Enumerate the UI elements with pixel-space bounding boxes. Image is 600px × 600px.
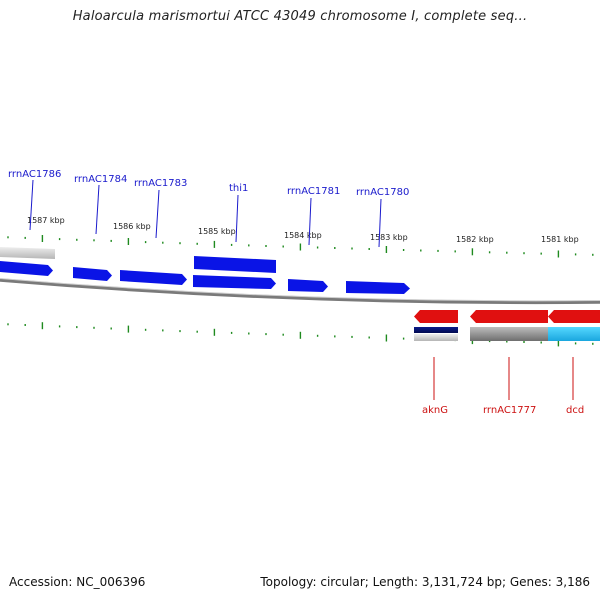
scale-label: 1586 kbp — [113, 222, 151, 231]
reverse-gene-arrow[interactable] — [470, 310, 548, 323]
reverse-gene-block[interactable] — [470, 327, 548, 341]
reverse-genes — [414, 310, 600, 341]
gene-label-rrnAC1784[interactable]: rrnAC1784 — [74, 174, 127, 185]
gene-label-rrnAC1777[interactable]: rrnAC1777 — [483, 405, 536, 416]
map-title: Haloarcula marismortui ATCC 43049 chromo… — [72, 9, 528, 24]
scale-label: 1585 kbp — [198, 227, 236, 236]
reverse-label-lines — [433, 357, 574, 400]
genome-backbone-highlight — [0, 278, 600, 302]
scale-label: 1582 kbp — [456, 235, 494, 244]
accession-text: Accession: NC_006396 — [9, 575, 146, 589]
gene-label-dcd[interactable]: dcd — [566, 405, 584, 416]
reverse-labels: aknG rrnAC1777 dcd — [422, 405, 584, 416]
forward-tick-track — [7, 235, 594, 258]
forward-gene-arrow[interactable] — [346, 281, 410, 294]
reverse-gene-arrow[interactable] — [548, 310, 600, 323]
forward-label-lines — [29, 179, 382, 248]
gene-label-thi1[interactable]: thi1 — [229, 183, 248, 194]
scale-label: 1587 kbp — [27, 216, 65, 225]
forward-gene-arrow[interactable] — [194, 256, 276, 273]
scale-label: 1583 kbp — [370, 233, 408, 242]
reverse-tick-track — [7, 322, 594, 347]
scale-labels: 1587 kbp 1586 kbp 1585 kbp 1584 kbp 1583… — [27, 216, 579, 244]
gene-label-rrnAC1786[interactable]: rrnAC1786 — [8, 169, 61, 180]
forward-gene-arrow[interactable] — [73, 267, 112, 281]
forward-gene-arrow[interactable] — [288, 279, 328, 292]
reverse-gene-block[interactable] — [548, 327, 600, 341]
gene-label-rrnAC1781[interactable]: rrnAC1781 — [287, 186, 340, 197]
forward-labels: rrnAC1786 rrnAC1784 rrnAC1783 thi1 rrnAC… — [8, 169, 409, 198]
forward-genes — [0, 247, 410, 294]
reverse-gene-block[interactable] — [414, 334, 458, 341]
reverse-gene-block[interactable] — [414, 327, 458, 333]
genome-backbone — [0, 278, 600, 305]
gene-label-rrnAC1783[interactable]: rrnAC1783 — [134, 178, 187, 189]
topology-text: Topology: circular; Length: 3,131,724 bp… — [260, 575, 590, 589]
scale-label: 1581 kbp — [541, 235, 579, 244]
forward-gene-arrow[interactable] — [0, 261, 53, 276]
gene-label-rrnAC1780[interactable]: rrnAC1780 — [356, 187, 409, 198]
scale-label: 1584 kbp — [284, 231, 322, 240]
forward-gene-arrow[interactable] — [193, 275, 276, 289]
forward-gene-arrow[interactable] — [120, 270, 187, 285]
reverse-gene-arrow[interactable] — [414, 310, 458, 323]
forward-gene-arrow[interactable] — [0, 247, 55, 259]
gene-label-aknG[interactable]: aknG — [422, 405, 448, 416]
